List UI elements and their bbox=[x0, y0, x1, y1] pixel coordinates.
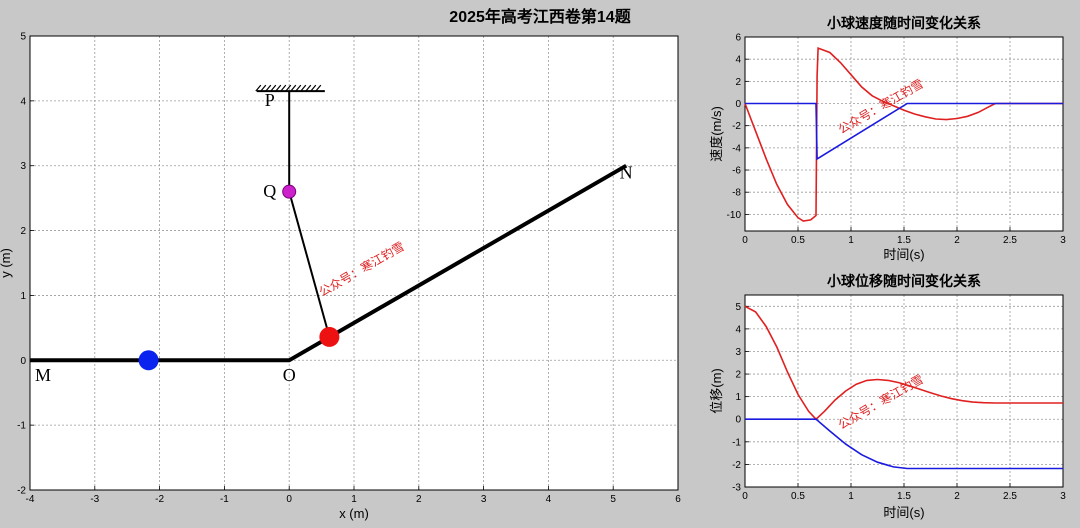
y-axis-label: 速度(m/s) bbox=[709, 106, 724, 162]
displacement-series-line-0 bbox=[744, 305, 1063, 421]
ceiling-hatch bbox=[300, 84, 307, 92]
y-tick-label: -2 bbox=[732, 121, 741, 132]
y-tick-label: 4 bbox=[20, 96, 26, 107]
y-tick-label: -1 bbox=[732, 437, 741, 448]
y-tick-label: 2 bbox=[735, 370, 741, 381]
ceiling-hatch bbox=[315, 84, 322, 92]
ceiling-hatch bbox=[295, 84, 302, 92]
ceiling-hatch bbox=[260, 84, 267, 92]
y-tick-label: -8 bbox=[732, 188, 741, 199]
x-tick-label: 2 bbox=[416, 494, 422, 505]
ball-blue bbox=[138, 350, 159, 371]
x-tick-label: 2 bbox=[954, 491, 960, 502]
x-tick-label: -3 bbox=[90, 494, 99, 505]
point-label-p: P bbox=[265, 90, 275, 110]
x-axis-label: x (m) bbox=[339, 506, 369, 521]
x-tick-label: 1 bbox=[848, 491, 854, 502]
y-tick-label: -4 bbox=[732, 143, 741, 154]
y-tick-label: -6 bbox=[732, 166, 741, 177]
velocity-series-line-0 bbox=[744, 46, 1063, 222]
x-tick-label: 1 bbox=[351, 494, 357, 505]
x-tick-label: 1.5 bbox=[897, 491, 911, 502]
x-tick-label: 4 bbox=[546, 494, 552, 505]
ceiling-hatch bbox=[285, 84, 292, 92]
y-tick-label: 4 bbox=[735, 324, 741, 335]
point-label-n: N bbox=[620, 163, 633, 183]
x-tick-label: 3 bbox=[1060, 235, 1066, 246]
y-tick-label: -3 bbox=[732, 483, 741, 494]
x-tick-label: 1.5 bbox=[897, 235, 911, 246]
y-tick-label: 0 bbox=[20, 356, 26, 367]
ceiling-hatch bbox=[310, 84, 317, 92]
plot-area bbox=[30, 36, 678, 490]
y-axis-label: y (m) bbox=[0, 248, 13, 278]
ceiling-hatch bbox=[275, 84, 282, 92]
velocity-plot: 0 0.5 1 1.5 2 2.5 3 -10 -8 -6 -4 -2 0 2 4 6 时间(s) 速度(m/s)… bbox=[709, 15, 1066, 262]
velocity-series-line-1 bbox=[745, 102, 1063, 161]
y-tick-label: -10 bbox=[727, 210, 742, 221]
ceiling-hatch bbox=[305, 84, 312, 92]
y-tick-label: 2 bbox=[735, 77, 741, 88]
x-tick-label: 2.5 bbox=[1003, 491, 1017, 502]
y-tick-label: 1 bbox=[20, 291, 26, 302]
point-label-q: Q bbox=[263, 181, 276, 201]
ball-peg-Q bbox=[282, 184, 297, 199]
plot-frame bbox=[29, 35, 679, 491]
x-tick-label: -1 bbox=[220, 494, 229, 505]
y-tick-label: 5 bbox=[20, 32, 26, 43]
y-tick-label: -2 bbox=[732, 460, 741, 471]
x-tick-label: 2 bbox=[954, 235, 960, 246]
x-tick-label: 6 bbox=[675, 494, 681, 505]
ceiling-hatch bbox=[265, 84, 272, 92]
x-tick-label: 0 bbox=[742, 491, 748, 502]
x-tick-label: -2 bbox=[155, 494, 164, 505]
y-tick-label: 3 bbox=[20, 161, 26, 172]
y-tick-label: 0 bbox=[735, 415, 741, 426]
ceiling-hatch bbox=[290, 84, 297, 92]
x-tick-label: 0.5 bbox=[791, 235, 805, 246]
ceiling-hatch bbox=[255, 84, 262, 92]
y-tick-label: 5 bbox=[735, 302, 741, 313]
plot-title: 小球速度随时间变化关系 bbox=[827, 15, 981, 31]
point-label-o: O bbox=[283, 365, 296, 385]
y-tick-label: 3 bbox=[735, 347, 741, 358]
x-tick-label: 0.5 bbox=[791, 491, 805, 502]
y-tick-label: 0 bbox=[735, 99, 741, 110]
plot-frame bbox=[744, 294, 1064, 488]
displacement-plot: 0 0.5 1 1.5 2 2.5 3 -3 -2 -1 0 1 2 3 4 5 时间(s) 位移(m) 小球位移随… bbox=[709, 273, 1066, 520]
x-tick-label: 1 bbox=[848, 235, 854, 246]
plot-frame bbox=[744, 36, 1064, 232]
ceiling-hatch bbox=[280, 84, 287, 92]
figure-title: 2025年高考江西卷第14题 bbox=[449, 7, 631, 26]
y-axis-label: 位移(m) bbox=[709, 368, 724, 414]
plot-title: 小球位移随时间变化关系 bbox=[827, 273, 981, 289]
y-tick-label: 6 bbox=[735, 33, 741, 44]
track-line bbox=[30, 163, 628, 363]
x-axis-label: 时间(s) bbox=[883, 247, 924, 262]
displacement-series-line-1 bbox=[745, 418, 1063, 470]
x-tick-label: -4 bbox=[26, 494, 35, 505]
y-tick-label: 2 bbox=[20, 226, 26, 237]
y-tick-label: 4 bbox=[735, 55, 741, 66]
x-tick-label: 0 bbox=[286, 494, 292, 505]
scene-plot: -4 -3 -2 -1 0 1 2 3 4 5 6 -2 -1 0 1 2 3 4 5 x (m) y (m) P Q O M N… bbox=[0, 32, 681, 522]
x-axis-label: 时间(s) bbox=[883, 505, 924, 520]
x-tick-label: 0 bbox=[742, 235, 748, 246]
ceiling-hatch bbox=[270, 84, 277, 92]
y-tick-label: 1 bbox=[735, 392, 741, 403]
x-tick-label: 5 bbox=[610, 494, 616, 505]
point-label-m: M bbox=[35, 365, 51, 385]
ball-red bbox=[319, 326, 340, 347]
x-tick-label: 3 bbox=[1060, 491, 1066, 502]
x-tick-label: 3 bbox=[481, 494, 487, 505]
y-tick-label: -1 bbox=[17, 421, 26, 432]
y-tick-label: -2 bbox=[17, 486, 26, 497]
x-tick-label: 2.5 bbox=[1003, 235, 1017, 246]
